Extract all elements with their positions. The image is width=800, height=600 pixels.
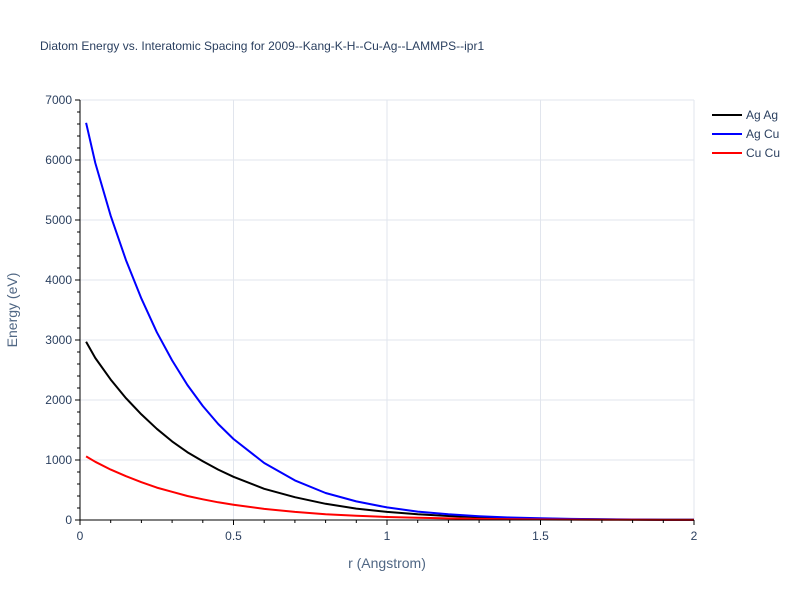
grid-lines (80, 99, 695, 520)
series-line-cu-cu (85, 455, 694, 521)
y-tick-label: 5000 (45, 213, 72, 227)
y-tick-label: 2000 (45, 393, 72, 407)
legend-label: Cu Cu (746, 146, 780, 160)
y-tick-label: 0 (65, 513, 72, 527)
y-tick-label: 7000 (45, 93, 72, 107)
x-axis-title: r (Angstrom) (348, 555, 426, 571)
y-tick-label: 6000 (45, 153, 72, 167)
x-tick-label: 1.5 (532, 529, 549, 543)
x-tick-label: 0.5 (225, 529, 242, 543)
legend-label: Ag Cu (746, 127, 779, 141)
x-tick-label: 0 (77, 529, 84, 543)
y-axis-title: Energy (eV) (4, 273, 20, 348)
y-tick-label: 4000 (45, 273, 72, 287)
x-tick-label: 1 (384, 529, 391, 543)
axes: 0 1000 2000 3000 4000 5000 6000 7000 0 0.5 1 1.5 2 (45, 93, 697, 543)
chart-title: Diatom Energy vs. Interatomic Spacing fo… (40, 39, 484, 53)
y-tick-label: 1000 (45, 453, 72, 467)
y-tick-label: 3000 (45, 333, 72, 347)
legend-label: Ag Ag (746, 108, 778, 122)
x-tick-label: 2 (691, 529, 698, 543)
legend: Ag Ag Ag Cu Cu Cu (712, 108, 780, 160)
